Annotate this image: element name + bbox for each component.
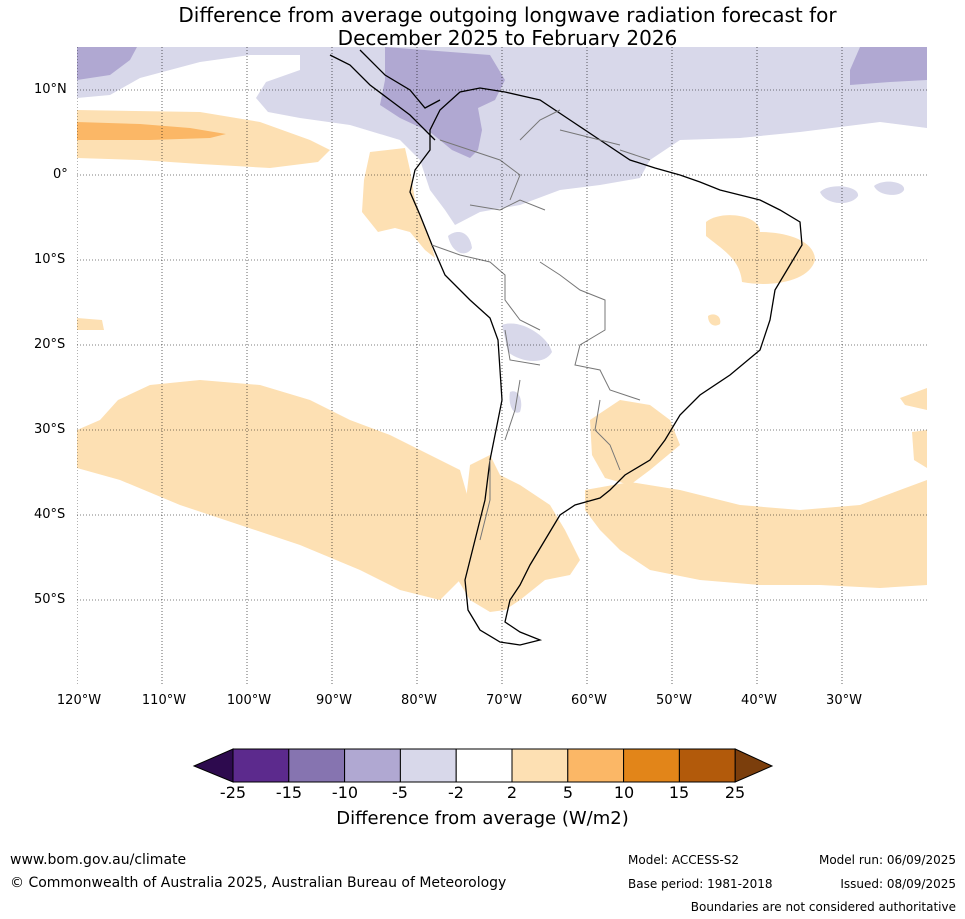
graticule (77, 47, 927, 685)
lat-label: 20°S (34, 337, 66, 352)
colorbar-tick-label: 10 (613, 783, 635, 802)
colorbar-min-arrow (192, 748, 234, 783)
map-title: Difference from average outgoing longwav… (0, 4, 965, 50)
colorbar-swatch (511, 748, 569, 783)
anomaly-region-light-purple (77, 47, 927, 225)
colorbar-tick-label: 15 (668, 783, 690, 802)
issued-text: Issued: 08/09/2025 (840, 877, 956, 891)
colorbar-tick-label: 25 (724, 783, 746, 802)
lat-label: 0° (53, 167, 68, 182)
lon-label: 40°W (741, 693, 777, 708)
lon-label: 120°W (56, 693, 102, 708)
colorbar-swatch (455, 748, 513, 783)
lat-label: 10°N (34, 82, 67, 97)
anomaly-region-light-purple (448, 232, 552, 413)
title-line-2: December 2025 to February 2026 (337, 26, 678, 50)
anomaly-region-medium-purple (380, 47, 505, 158)
copyright-text: © Commonwealth of Australia 2025, Austra… (10, 875, 507, 891)
lon-label: 90°W (316, 693, 352, 708)
disclaimer-text: Boundaries are not considered authoritat… (690, 900, 956, 914)
colorbar-tick-label: -25 (219, 783, 247, 802)
colorbar (192, 748, 774, 783)
lon-label: 50°W (656, 693, 692, 708)
colorbar-swatch (288, 748, 346, 783)
anomaly-region-light-orange (77, 380, 480, 600)
website-link[interactable]: www.bom.gov.au/climate (10, 852, 187, 868)
colorbar-swatch (567, 748, 625, 783)
colorbar-title: Difference from average (W/m2) (336, 808, 629, 829)
colorbar-tick-label: -15 (275, 783, 303, 802)
colorbar-swatch (344, 748, 401, 783)
lon-label: 80°W (401, 693, 437, 708)
country-borders (431, 109, 651, 541)
colorbar-swatch (232, 748, 290, 783)
anomaly-region-light-orange (458, 455, 580, 612)
lat-label: 40°S (34, 507, 66, 522)
anomaly-region-light-orange (900, 388, 927, 468)
lon-label: 70°W (486, 693, 522, 708)
colorbar-swatch (678, 748, 736, 783)
lon-label: 60°W (571, 693, 607, 708)
colorbar-swatch (623, 748, 680, 783)
anomaly-map (77, 47, 927, 685)
title-line-1: Difference from average outgoing longwav… (178, 3, 837, 27)
colorbar-tick-label: -5 (392, 783, 408, 802)
anomaly-region-light-purple (820, 181, 905, 204)
colorbar-tick-label: 2 (506, 783, 518, 802)
lat-label: 30°S (34, 422, 66, 437)
anomaly-region-light-orange (706, 215, 815, 284)
lat-label: 10°S (34, 252, 66, 267)
south-america-coastline (409, 87, 803, 646)
colorbar-swatch (399, 748, 457, 783)
anomaly-region-light-orange (585, 480, 927, 588)
anomaly-region-light-orange (77, 314, 721, 330)
model-run-text: Model run: 06/09/2025 (818, 853, 956, 867)
base-period-text: Base period: 1981-2018 (628, 877, 773, 891)
anomaly-region-orange (77, 122, 226, 140)
lon-label: 100°W (226, 693, 272, 708)
lon-label: 110°W (141, 693, 187, 708)
model-text: Model: ACCESS-S2 (628, 853, 740, 867)
lat-label: 50°S (34, 592, 66, 607)
anomaly-region-light-orange (590, 400, 680, 485)
colorbar-tick-label: -10 (331, 783, 359, 802)
colorbar-tick-label: 5 (562, 783, 574, 802)
colorbar-max-arrow (734, 748, 774, 783)
lon-label: 30°W (826, 693, 862, 708)
colorbar-tick-label: -2 (448, 783, 464, 802)
